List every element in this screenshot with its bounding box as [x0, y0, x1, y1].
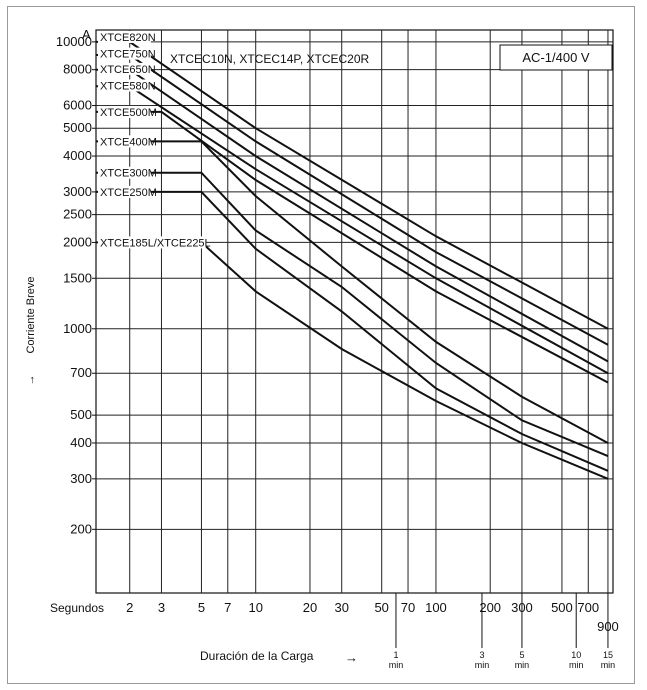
x-tick-label: 100	[425, 600, 447, 615]
x-minute-tick-value: 5	[519, 650, 524, 660]
series-label: XTCE185L/XTCE225L	[100, 237, 211, 249]
y-tick-label: 4000	[63, 148, 92, 163]
y-tick-label: 300	[70, 471, 92, 486]
y-tick-label: 400	[70, 435, 92, 450]
axes: 1000080006000500040003000250020001500100…	[56, 34, 619, 670]
series-label: XTCE750N	[100, 49, 156, 61]
x-tick-label: 2	[126, 600, 133, 615]
series-label-bg	[98, 135, 151, 148]
x-minute-tick-value: 1	[393, 650, 398, 660]
y-tick-label: 200	[70, 521, 92, 536]
x-axis-arrow: →	[345, 650, 358, 665]
y-axis-arrow: →	[25, 375, 37, 386]
x-axis-label: Duración de la Carga	[200, 649, 314, 663]
series-label-bg	[98, 166, 151, 179]
series-label: XTCE500M	[100, 107, 157, 119]
x-tick-label: 700	[577, 600, 599, 615]
x-tick-prefix: Segundos	[50, 601, 104, 615]
series-label: XTCE400M	[100, 136, 157, 148]
series-line	[96, 140, 609, 444]
series-label: XTCE820N	[100, 32, 156, 44]
extra-label: XTCEC10N, XTCEC14P, XTCEC20R	[170, 52, 370, 66]
series-label: XTCE250M	[100, 187, 157, 199]
y-tick-label: 1500	[63, 270, 92, 285]
series-label-bg	[98, 79, 151, 92]
x-tick-label: 10	[248, 600, 262, 615]
series-label-bg	[98, 185, 151, 198]
x-tick-label: 50	[374, 600, 388, 615]
series-label-bg	[98, 236, 206, 249]
x-minute-tick-unit: min	[389, 660, 404, 670]
title-box	[499, 44, 613, 71]
chart-frame	[7, 6, 635, 684]
y-tick-label: 1000	[63, 321, 92, 336]
series-label: XTCE580N	[100, 80, 156, 92]
series-line	[96, 190, 609, 472]
y-tick-label: 5000	[63, 120, 92, 135]
series-label-bg	[98, 30, 151, 43]
x-tick-label: 70	[401, 600, 415, 615]
grid	[96, 30, 613, 593]
x-minute-tick-unit: min	[475, 660, 490, 670]
y-tick-label: 500	[70, 407, 92, 422]
x-minute-tick-value: 10	[571, 650, 581, 660]
x-tick-label: 500	[551, 600, 573, 615]
x-tick-label: 30	[334, 600, 348, 615]
y-tick-label: 3000	[63, 184, 92, 199]
series-label: XTCE650N	[100, 64, 156, 76]
series-labels: XTCE820N XTCE750N XTCE650N XTCE580N XTCE500M…	[98, 30, 211, 249]
x-tick-label: 5	[198, 600, 205, 615]
x-minute-tick-unit: min	[515, 660, 530, 670]
x-tick-label: 20	[303, 600, 317, 615]
y-tick-label: 700	[70, 365, 92, 380]
y-tick-label: 8000	[63, 62, 92, 77]
series-label-bg	[98, 62, 151, 75]
series-line	[96, 171, 609, 458]
y-axis-label: Corriente Breve	[25, 276, 37, 353]
x-minute-tick-unit: min	[601, 660, 616, 670]
y-tick-label: 6000	[63, 98, 92, 113]
x-tick-label: 7	[224, 600, 231, 615]
y-unit-label: A	[82, 27, 91, 42]
y-tick-label: 2500	[63, 207, 92, 222]
x-tick-label: 3	[158, 600, 165, 615]
y-tick-label: 10000	[56, 34, 92, 49]
x-minute-tick-unit: min	[569, 660, 584, 670]
y-tick-label: 2000	[63, 234, 92, 249]
plot-area	[95, 29, 614, 594]
chart-title: AC-1/400 V	[522, 50, 590, 65]
series-label: XTCE300M	[100, 168, 157, 180]
x-minute-tick-value: 3	[479, 650, 484, 660]
series-label-bg	[98, 105, 151, 118]
series-label-bg	[98, 47, 151, 60]
x-tick-label: 200	[479, 600, 501, 615]
x-minute-tick-value: 15	[603, 650, 613, 660]
